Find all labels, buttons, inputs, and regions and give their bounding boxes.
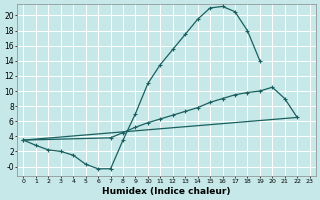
X-axis label: Humidex (Indice chaleur): Humidex (Indice chaleur) (102, 187, 231, 196)
